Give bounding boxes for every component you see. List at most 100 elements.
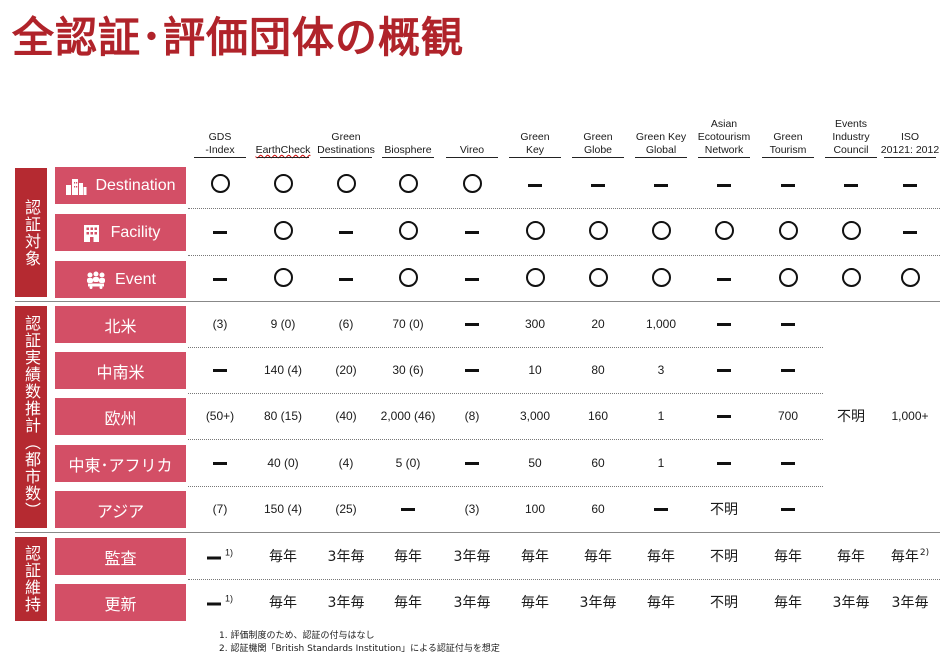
table-cell [879,178,941,192]
dash-mark-icon [903,184,917,188]
column-header-rule [194,157,246,158]
table-cell: 毎年 [837,549,865,565]
table-cell [630,268,692,290]
row-label-text: Event [115,270,156,288]
table-cell: 3年毎 [327,549,365,565]
table-cell: 1) [189,548,251,565]
dash-mark-icon [206,602,221,606]
table-cell: 1 [657,456,665,470]
table-cell: (50+) [205,409,235,423]
table-cell: 毎年 [394,549,422,565]
circle-mark-icon [714,221,734,240]
table-cell: 毎年 [647,595,675,611]
row-label: アジア [55,491,186,528]
table-cell: (40) [335,409,357,423]
table-cell [693,221,755,243]
column-header: Biosphere [378,114,438,160]
circle-mark-icon [841,221,861,240]
table-cell [693,317,755,331]
table-cell [377,221,439,243]
row-divider [188,255,940,256]
row-label: Destination [55,167,186,204]
table-cell: 60 [591,502,605,516]
row-label-text: 中南米 [96,364,145,382]
dash-mark-icon [465,462,479,466]
circle-mark-icon [778,221,798,240]
dash-mark-icon [465,323,479,327]
footnote-1: 1. 評価制度のため、認証の付与はなし [219,631,375,641]
row-label: 北米 [55,306,186,343]
column-header-rule [509,157,561,158]
footnote-ref: 1) [224,547,233,558]
dash-mark-icon [781,369,795,373]
table-cell: 不明 [710,549,738,565]
row-label: 中東･アフリカ [55,445,186,482]
column-header-text: ISO 20121: 2012 [880,131,940,156]
column-header-text: Events Industry Council [832,118,870,156]
circle-mark-icon [588,268,608,287]
table-cell [757,268,819,290]
table-cell: 3年毎 [579,595,617,611]
column-header-text: Vireo [459,144,485,156]
row-label-text: Facility [110,223,161,241]
table-cell [567,268,629,290]
column-header-text: Biosphere [384,144,432,156]
table-cell [879,225,941,239]
dash-mark-icon [591,184,605,188]
row-divider [188,486,823,487]
circle-mark-icon [210,174,230,193]
table-cell [189,174,251,196]
column-header: Green Key Global [631,114,691,160]
table-cell: 300 [524,317,546,331]
table-cell [189,272,251,286]
row-label-text: 監査 [104,550,137,568]
table-cell [820,221,882,243]
column-header-rule [257,157,309,158]
dash-mark-icon [213,231,227,235]
footnote-2: 2. 認証機関「British Standards Institution」によ… [219,644,500,654]
table-cell: 毎年 [394,595,422,611]
row-label-text: Destination [95,176,176,194]
dash-mark-icon [903,231,917,235]
table-cell [693,272,755,286]
column-header: Asian Ecotourism Network [694,114,754,160]
table-cell [567,221,629,243]
row-label: 更新 [55,584,186,621]
table-cell: 3年毎 [832,595,870,611]
table-cell: 60 [591,456,605,470]
table-cell: 毎年 [584,549,612,565]
dash-mark-icon [213,462,227,466]
table-cell [315,272,377,286]
dash-mark-icon [401,508,415,512]
row-icon-wrap [85,271,107,289]
table-cell: 毎年 [647,549,675,565]
table-cell: 160 [587,409,609,423]
column-header: Green Destinations [316,114,376,160]
table-cell [757,502,819,516]
dash-mark-icon [465,278,479,282]
column-header-text: Green Key [520,131,550,156]
circle-mark-icon [273,174,293,193]
group-label-bar: 認証維持 [15,537,47,621]
column-header-text: Asian Ecotourism Network [697,118,751,156]
table-cell: (3) [464,502,480,516]
column-header: EarthCheck [253,114,313,160]
table-cell: 30 (6) [392,363,424,377]
table-cell: 1 [657,409,665,423]
table-cell [504,268,566,290]
dash-mark-icon [717,278,731,282]
dash-mark-icon [717,369,731,373]
circle-mark-icon [900,268,920,287]
row-label: 欧州 [55,398,186,435]
table-cell: 1,000+ [891,409,929,423]
table-cell [252,221,314,243]
table-cell [252,268,314,290]
row-label-text: 北米 [104,318,137,336]
dash-mark-icon [717,323,731,327]
column-header-rule [884,157,936,158]
table-cell [879,268,941,290]
table-cell: 不明 [837,409,865,425]
people-icon [87,271,106,289]
dash-mark-icon [339,231,353,235]
table-cell: 20 [591,317,605,331]
